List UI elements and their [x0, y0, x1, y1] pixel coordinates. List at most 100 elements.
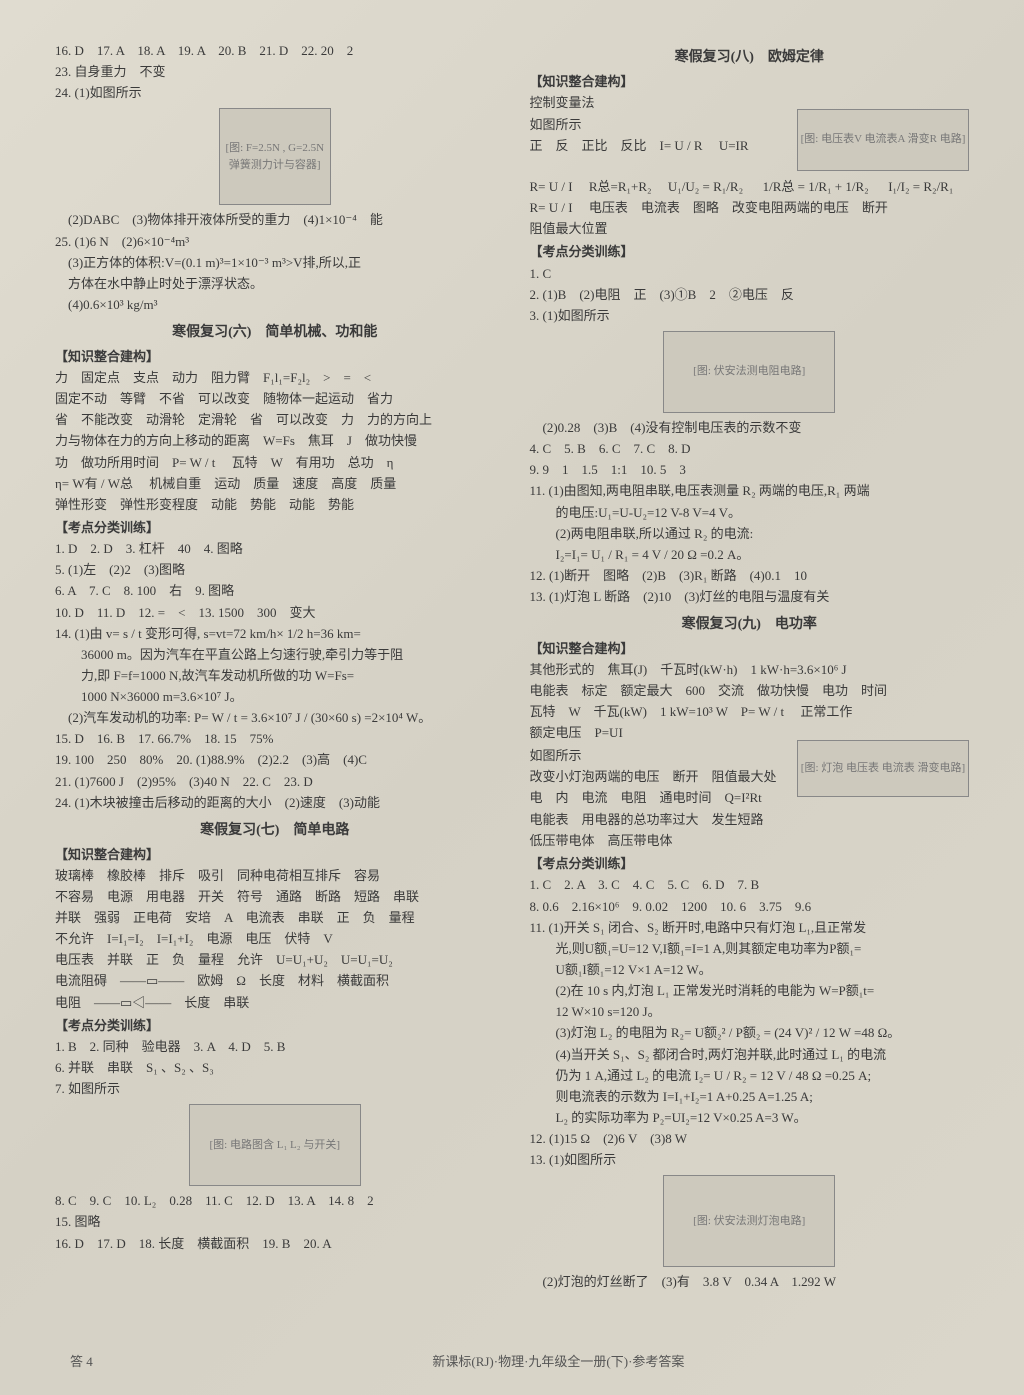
columns: 16. D 17. A 18. A 19. A 20. B 21. D 22. … [55, 40, 969, 1294]
text-line: 11. (1)由图知,两电阻串联,电压表测量 R₂ 两端的电压,R₁ 两端 [530, 481, 970, 501]
text-line: 5. (1)左 (2)2 (3)图略 [55, 560, 495, 580]
text-line: 23. 自身重力 不变 [55, 62, 495, 82]
text-line: 2. (1)B (2)电阻 正 (3)①B 2 ②电压 反 [530, 285, 970, 305]
figure-placeholder: [图: 伏安法测电阻电路] [663, 331, 835, 413]
text-line: 3. (1)如图所示 [530, 306, 970, 326]
text-line: 1000 N×36000 m=3.6×10⁷ J。 [55, 687, 495, 707]
text-line: (4)0.6×10³ kg/m³ [55, 295, 495, 315]
text-line: 电能表 用电器的总功率过大 发生短路 [530, 810, 970, 830]
text-line: (2)0.28 (3)B (4)没有控制电压表的示数不变 [530, 418, 970, 438]
text-line: 1. B 2. 同种 验电器 3. A 4. D 5. B [55, 1037, 495, 1057]
text-line: 如图所示 [530, 746, 798, 766]
text-line: (2)DABC (3)物体排开液体所受的重力 (4)1×10⁻⁴ 能 [55, 210, 495, 230]
text-line: 阻值最大位置 [530, 219, 970, 239]
text-line: 力,即 F=f=1000 N,故汽车发动机所做的功 W=Fs= [55, 666, 495, 686]
text-line: 力与物体在力的方向上移动的距离 W=Fs 焦耳 J 做功快慢 [55, 431, 495, 451]
text-line: 省 不能改变 动滑轮 定滑轮 省 可以改变 力 力的方向上 [55, 410, 495, 430]
text-line: 光,则U额₁=U=12 V,I额₁=I=1 A,则其额定电功率为P额₁= [530, 939, 970, 959]
text-line: 12. (1)15 Ω (2)6 V (3)8 W [530, 1129, 970, 1149]
text-line: 24. (1)木块被撞击后移动的距离的大小 (2)速度 (3)动能 [55, 793, 495, 813]
text-line: 并联 强弱 正电荷 安培 A 电流表 串联 正 负 量程 [55, 908, 495, 928]
text-line: η= W有 / W总 机械自重 运动 质量 速度 高度 质量 [55, 474, 495, 494]
text-line: 电阻 ——▭◁—— 长度 串联 [55, 993, 495, 1013]
text-line: 8. 0.6 2.16×10⁶ 9. 0.02 1200 10. 6 3.75 … [530, 897, 970, 917]
left-column: 16. D 17. A 18. A 19. A 20. B 21. D 22. … [55, 40, 495, 1294]
text-line: 电能表 标定 额定最大 600 交流 做功快慢 电功 时间 [530, 681, 970, 701]
text-line: 如图所示 [530, 115, 798, 135]
section-title: 寒假复习(七) 简单电路 [55, 820, 495, 842]
text-line: 14. (1)由 v= s / t 变形可得, s=vt=72 km/h× 1/… [55, 624, 495, 644]
text-line: 改变小灯泡两端的电压 断开 阻值最大处 [530, 767, 798, 787]
text-line: 功 做功所用时间 P= W / t 瓦特 W 有用功 总功 η [55, 453, 495, 473]
text-line: 电压表 并联 正 负 量程 允许 U=U₁+U₂ U=U₁=U₂ [55, 950, 495, 970]
text-line: 15. D 16. B 17. 66.7% 18. 15 75% [55, 729, 495, 749]
text-line: 1. C 2. A 3. C 4. C 5. C 6. D 7. B [530, 875, 970, 895]
text-line: 电流阻碍 ——▭—— 欧姆 Ω 长度 材料 横截面积 [55, 971, 495, 991]
section-title: 寒假复习(九) 电功率 [530, 614, 970, 636]
text-line: U额₁I额₁=12 V×1 A=12 W。 [530, 960, 970, 980]
figure-placeholder: [图: F=2.5N , G=2.5N 弹簧测力计与容器] [219, 108, 331, 205]
text-line: 13. (1)灯泡 L 断路 (2)10 (3)灯丝的电阻与温度有关 [530, 587, 970, 607]
text-line: 12 W×10 s=120 J。 [530, 1002, 970, 1022]
text-line: 4. C 5. B 6. C 7. C 8. D [530, 439, 970, 459]
subsection-heading: 【知识整合建构】 [530, 639, 970, 659]
text-line: 方体在水中静止时处于漂浮状态。 [55, 274, 495, 294]
text-line: 11. (1)开关 S₁ 闭合、S₂ 断开时,电路中只有灯泡 L₁,且正常发 [530, 918, 970, 938]
page: 16. D 17. A 18. A 19. A 20. B 21. D 22. … [0, 0, 1024, 1395]
text-line: R= U / I 电压表 电流表 图略 改变电阻两端的电压 断开 [530, 198, 970, 218]
section-title: 寒假复习(六) 简单机械、功和能 [55, 322, 495, 344]
text-line: 其他形式的 焦耳(J) 千瓦时(kW·h) 1 kW·h=3.6×10⁶ J [530, 660, 970, 680]
figure-placeholder: [图: 电压表V 电流表A 滑变R 电路] [797, 109, 969, 171]
text-line: (3)灯泡 L₂ 的电阻为 R₂= U额₂² / P额₂ = (24 V)² /… [530, 1023, 970, 1043]
subsection-heading: 【知识整合建构】 [55, 347, 495, 367]
right-column: 寒假复习(八) 欧姆定律 【知识整合建构】 控制变量法 如图所示 正 反 正比 … [530, 40, 970, 1294]
text-line: 弹性形变 弹性形变程度 动能 势能 动能 势能 [55, 495, 495, 515]
figure-placeholder: [图: 伏安法测灯泡电路] [663, 1175, 835, 1267]
text-line: 9. 9 1 1.5 1:1 10. 5 3 [530, 460, 970, 480]
text-line: 6. A 7. C 8. 100 右 9. 图略 [55, 581, 495, 601]
text-line: 24. (1)如图所示 [55, 83, 495, 103]
text-line: 不允许 I=I₁=I₂ I=I₁+I₂ 电源 电压 伏特 V [55, 929, 495, 949]
text-line: 电 内 电流 电阻 通电时间 Q=I²Rt [530, 788, 798, 808]
text-line: L₂ 的实际功率为 P₂=UI₂=12 V×0.25 A=3 W。 [530, 1108, 970, 1128]
subsection-heading: 【知识整合建构】 [530, 72, 970, 92]
text-line: (2)在 10 s 内,灯泡 L₁ 正常发光时消耗的电能为 W=P额₁t= [530, 981, 970, 1001]
text-line: I₂=I₁= U₁ / R₁ = 4 V / 20 Ω =0.2 A。 [530, 545, 970, 565]
text-line: (4)当开关 S₁、S₂ 都闭合时,两灯泡并联,此时通过 L₁ 的电流 [530, 1045, 970, 1065]
text-line: 21. (1)7600 J (2)95% (3)40 N 22. C 23. D [55, 772, 495, 792]
figure-placeholder: [图: 电路图含 L₁ L₂ 与开关] [189, 1104, 361, 1186]
text-line: 则电流表的示数为 I=I₁+I₂=1 A+0.25 A=1.25 A; [530, 1087, 970, 1107]
text-line: 1. C [530, 264, 970, 284]
figure-placeholder: [图: 灯泡 电压表 电流表 滑变电路] [797, 740, 969, 797]
text-line: 25. (1)6 N (2)6×10⁻⁴m³ [55, 232, 495, 252]
text-line: (3)正方体的体积:V=(0.1 m)³=1×10⁻³ m³>V排,所以,正 [55, 253, 495, 273]
text-line: 8. C 9. C 10. L₂ 0.28 11. C 12. D 13. A … [55, 1191, 495, 1211]
text-line: 12. (1)断开 图略 (2)B (3)R₁ 断路 (4)0.1 10 [530, 566, 970, 586]
page-number: 答 4 [0, 1351, 93, 1370]
text-line: (2)汽车发动机的功率: P= W / t = 3.6×10⁷ J / (30×… [55, 708, 495, 728]
text-line: 16. D 17. D 18. 长度 横截面积 19. B 20. A [55, 1234, 495, 1254]
text-line: 的电压:U₁=U-U₂=12 V-8 V=4 V。 [530, 503, 970, 523]
subsection-heading: 【考点分类训练】 [530, 854, 970, 874]
subsection-heading: 【知识整合建构】 [55, 845, 495, 865]
text-line: 1. D 2. D 3. 杠杆 40 4. 图略 [55, 539, 495, 559]
text-line: 13. (1)如图所示 [530, 1150, 970, 1170]
text-line: (2)灯泡的灯丝断了 (3)有 3.8 V 0.34 A 1.292 W [530, 1272, 970, 1292]
text-line: 正 反 正比 反比 I= U / R U=IR [530, 136, 798, 156]
subsection-heading: 【考点分类训练】 [55, 1016, 495, 1036]
text-line: 瓦特 W 千瓦(kW) 1 kW=10³ W P= W / t 正常工作 [530, 702, 970, 722]
text-line: 力 固定点 支点 动力 阻力臂 F₁l₁=F₂l₂ > = < [55, 368, 495, 388]
text-line: 仍为 1 A,通过 L₂ 的电流 I₂= U / R₂ = 12 V / 48 … [530, 1066, 970, 1086]
subsection-heading: 【考点分类训练】 [55, 518, 495, 538]
text-line: 6. 并联 串联 S₁ 、S₂ 、S₃ [55, 1058, 495, 1078]
text-line: 19. 100 250 80% 20. (1)88.9% (2)2.2 (3)高… [55, 750, 495, 770]
page-footer: 答 4 新课标(RJ)·物理·九年级全一册(下)·参考答案 [0, 1351, 1024, 1370]
text-line: 玻璃棒 橡胶棒 排斥 吸引 同种电荷相互排斥 容易 [55, 866, 495, 886]
text-line: 36000 m。因为汽车在平直公路上匀速行驶,牵引力等于阻 [55, 645, 495, 665]
text-line: R= U / I R总=R₁+R₂ U₁/U₂ = R₁/R₂ 1/R总 = 1… [530, 177, 970, 197]
section-title: 寒假复习(八) 欧姆定律 [530, 47, 970, 69]
text-line: 7. 如图所示 [55, 1079, 495, 1099]
text-line: 15. 图略 [55, 1212, 495, 1232]
text-line: 10. D 11. D 12. = < 13. 1500 300 变大 [55, 603, 495, 623]
text-line: 16. D 17. A 18. A 19. A 20. B 21. D 22. … [55, 41, 495, 61]
